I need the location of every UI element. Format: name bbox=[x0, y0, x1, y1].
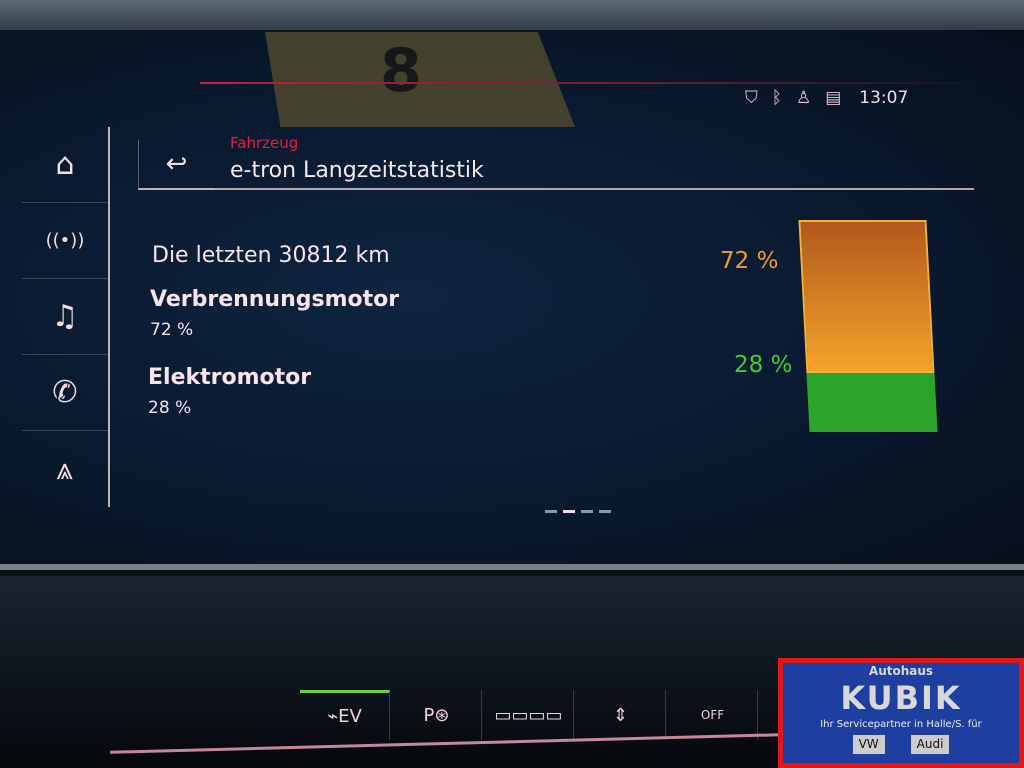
bluetooth-icon: ᛒ bbox=[771, 88, 782, 108]
park-assist-button[interactable]: P⊛ bbox=[392, 690, 482, 740]
sidebar-item-phone[interactable]: ✆ bbox=[22, 355, 108, 431]
page-indicator bbox=[545, 510, 611, 513]
combustion-value: 72 % bbox=[150, 320, 194, 340]
combustion-bar-segment bbox=[798, 220, 935, 373]
sidebar-item-media[interactable]: ♫ bbox=[22, 279, 108, 355]
profile-icon: ♙ bbox=[795, 88, 812, 108]
electric-bar-segment bbox=[806, 372, 938, 432]
page-dot[interactable] bbox=[563, 510, 575, 513]
electric-label: Elektromotor bbox=[148, 365, 312, 390]
radio-icon: ((•)) bbox=[45, 230, 85, 251]
electric-value: 28 % bbox=[148, 398, 192, 418]
vw-logo: VW bbox=[852, 735, 885, 754]
audi-logo: Audi bbox=[910, 735, 950, 754]
phone-icon: ✆ bbox=[52, 375, 78, 410]
title-divider bbox=[214, 188, 974, 190]
distance-label: Die letzten 30812 km bbox=[152, 243, 390, 268]
breadcrumb: Fahrzeug bbox=[230, 134, 299, 152]
logo-tagline: Ihr Servicepartner in Halle/S. für bbox=[820, 719, 982, 730]
sidebar-item-navigation[interactable]: ⩓ bbox=[22, 431, 108, 507]
status-bar: ⛉ ᛒ ♙ ▤ 13:07 bbox=[745, 88, 908, 108]
sticker-number: 8 bbox=[380, 36, 422, 106]
sidebar-item-radio[interactable]: ((•)) bbox=[22, 203, 108, 279]
back-button[interactable]: ↩ bbox=[138, 140, 214, 190]
sidebar-item-home[interactable]: ⌂ bbox=[22, 127, 108, 203]
logo-name: KUBIK bbox=[840, 679, 962, 717]
combustion-label: Verbrennungsmotor bbox=[150, 287, 400, 312]
music-note-icon: ♫ bbox=[51, 299, 79, 334]
page-title: e-tron Langzeitstatistik bbox=[230, 158, 484, 183]
phone-signal-icon: ▤ bbox=[825, 88, 842, 108]
logo-top-text: Autohaus bbox=[868, 664, 934, 678]
navigation-arrow-icon: ⩓ bbox=[56, 451, 74, 487]
home-icon: ⌂ bbox=[55, 147, 75, 182]
page-dot[interactable] bbox=[599, 510, 611, 513]
connectivity-shield-icon: ⛉ bbox=[745, 88, 758, 108]
share-bar bbox=[798, 220, 938, 432]
ev-mode-button[interactable]: ⌁EV bbox=[300, 690, 390, 740]
number-sticker-reflection: 8 bbox=[265, 32, 575, 127]
dealer-logo: Autohaus KUBIK Ihr Servicepartner in Hal… bbox=[778, 658, 1024, 768]
back-arrow-icon: ↩ bbox=[165, 149, 188, 179]
menu-button[interactable]: ▭▭▭▭ bbox=[484, 690, 574, 740]
electric-percent: 28 % bbox=[734, 352, 793, 378]
wiper-off-button[interactable]: OFF bbox=[668, 690, 758, 740]
suspension-button[interactable]: ⇕ bbox=[576, 690, 666, 740]
sidebar: ⌂ ((•)) ♫ ✆ ⩓ bbox=[22, 127, 110, 507]
page-dot[interactable] bbox=[545, 510, 557, 513]
page-dot[interactable] bbox=[581, 510, 593, 513]
clock: 13:07 bbox=[859, 88, 909, 108]
top-accent-line bbox=[200, 82, 1000, 84]
combustion-percent: 72 % bbox=[720, 248, 779, 274]
